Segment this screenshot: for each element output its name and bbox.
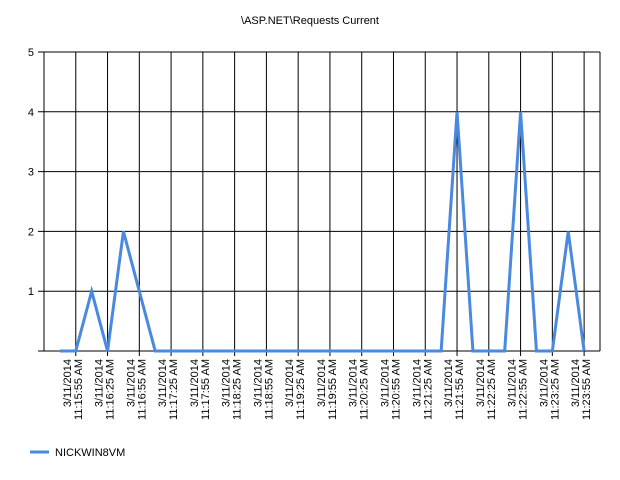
chart-title: \ASP.NET\Requests Current [241, 15, 379, 27]
y-tick-label: 1 [28, 286, 34, 298]
series-line [59, 111, 586, 353]
x-tick-label: 3/11/201411:23:25 AM [538, 359, 561, 420]
x-tick-label: 3/11/201411:17:25 AM [157, 359, 180, 420]
x-tick-label: 3/11/201411:16:55 AM [125, 359, 148, 420]
x-tick-label: 3/11/201411:23:55 AM [570, 359, 593, 420]
x-tick-label: 3/11/201411:21:25 AM [411, 359, 434, 420]
x-tick-label: 3/11/201411:19:55 AM [316, 359, 339, 420]
x-tick-label: 3/11/201411:22:55 AM [507, 359, 530, 420]
y-tick-label: 5 [28, 47, 34, 59]
x-tick-label: 3/11/201411:22:25 AM [475, 359, 498, 420]
x-tick-label: 3/11/201411:21:55 AM [443, 359, 466, 420]
x-tick-label: 3/11/201411:20:25 AM [348, 359, 371, 420]
legend-label: NICKWIN8VM [55, 447, 125, 459]
y-tick-label: 2 [28, 226, 34, 238]
x-tick-label: 3/11/201411:16:25 AM [94, 359, 117, 420]
y-tick-label: 4 [28, 107, 34, 119]
y-tick-label: 3 [28, 167, 34, 179]
x-tick-label: 3/11/201411:19:25 AM [284, 359, 307, 420]
x-tick-label: 3/11/201411:15:55 AM [62, 359, 85, 420]
x-tick-label: 3/11/201411:18:25 AM [221, 359, 244, 420]
x-tick-label: 3/11/201411:20:55 AM [379, 359, 402, 420]
x-tick-label: 3/11/201411:17:55 AM [189, 359, 212, 420]
x-tick-label: 3/11/201411:18:55 AM [252, 359, 275, 420]
